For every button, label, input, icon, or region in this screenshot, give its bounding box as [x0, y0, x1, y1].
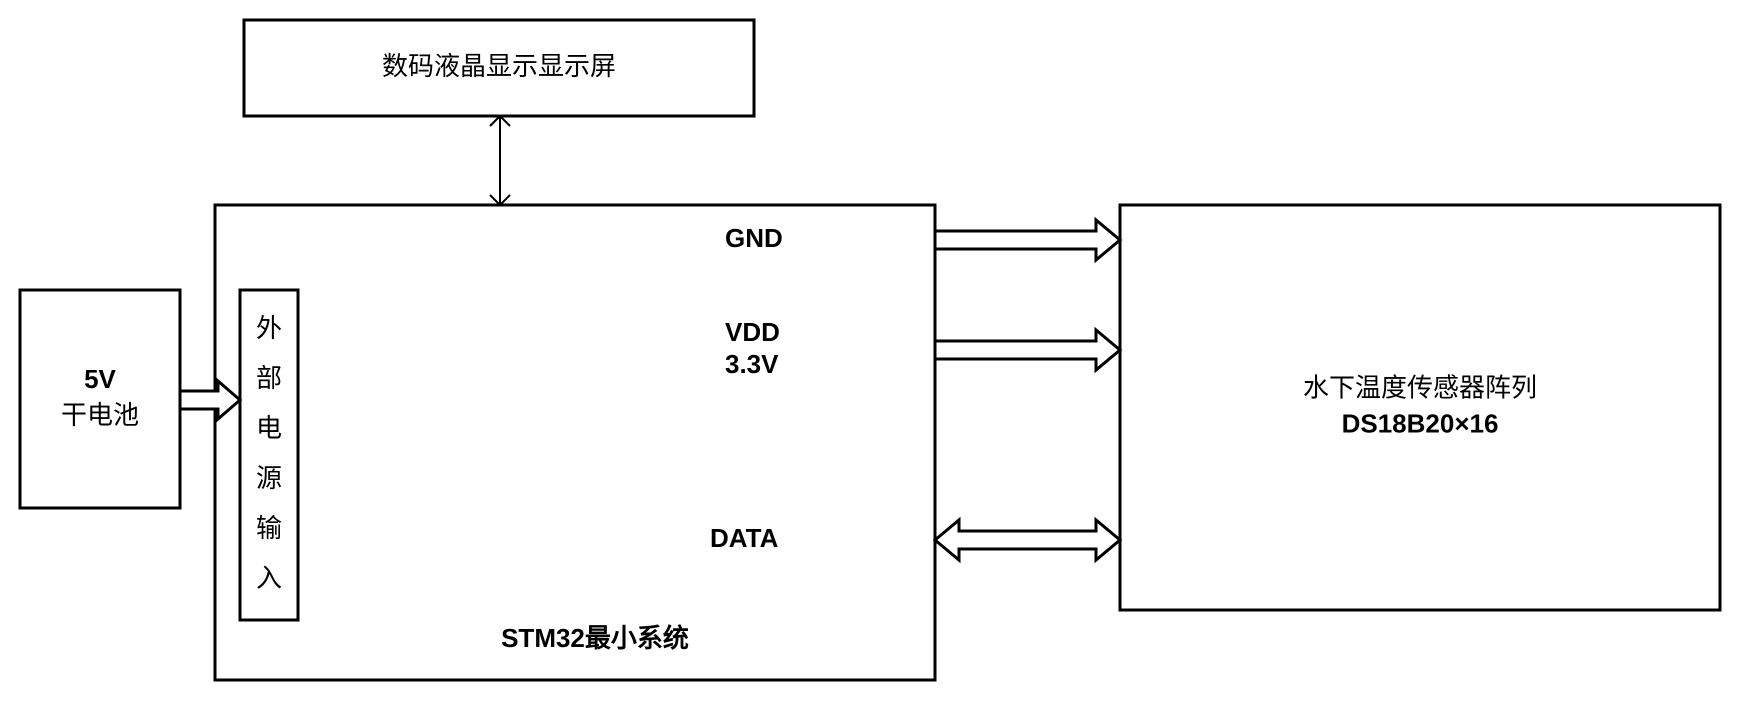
- mcu-label: STM32最小系统: [501, 623, 689, 653]
- battery-label-1: 5V: [84, 364, 116, 394]
- sensors-label-2: DS18B20×16: [1342, 408, 1499, 438]
- vdd-label-1: VDD: [725, 317, 780, 347]
- power-input-label: 入: [256, 563, 282, 593]
- power-input-label: 部: [256, 363, 282, 393]
- data-arrow: [935, 520, 1120, 560]
- vdd-arrow: [935, 330, 1120, 370]
- battery-label-2: 干电池: [61, 400, 139, 430]
- gnd-arrow: [935, 220, 1120, 260]
- data-label: DATA: [710, 523, 779, 553]
- power-input-label: 电: [256, 413, 282, 443]
- sensors-label-1: 水下温度传感器阵列: [1303, 372, 1537, 402]
- mcu-block: [215, 205, 935, 680]
- vdd-label-2: 3.3V: [725, 349, 779, 379]
- gnd-label: GND: [725, 223, 783, 253]
- power-input-label: 输: [256, 513, 282, 543]
- lcd-label: 数码液晶显示显示屏: [382, 51, 616, 81]
- power-input-label: 源: [256, 463, 282, 493]
- power-input-label: 外: [256, 313, 282, 343]
